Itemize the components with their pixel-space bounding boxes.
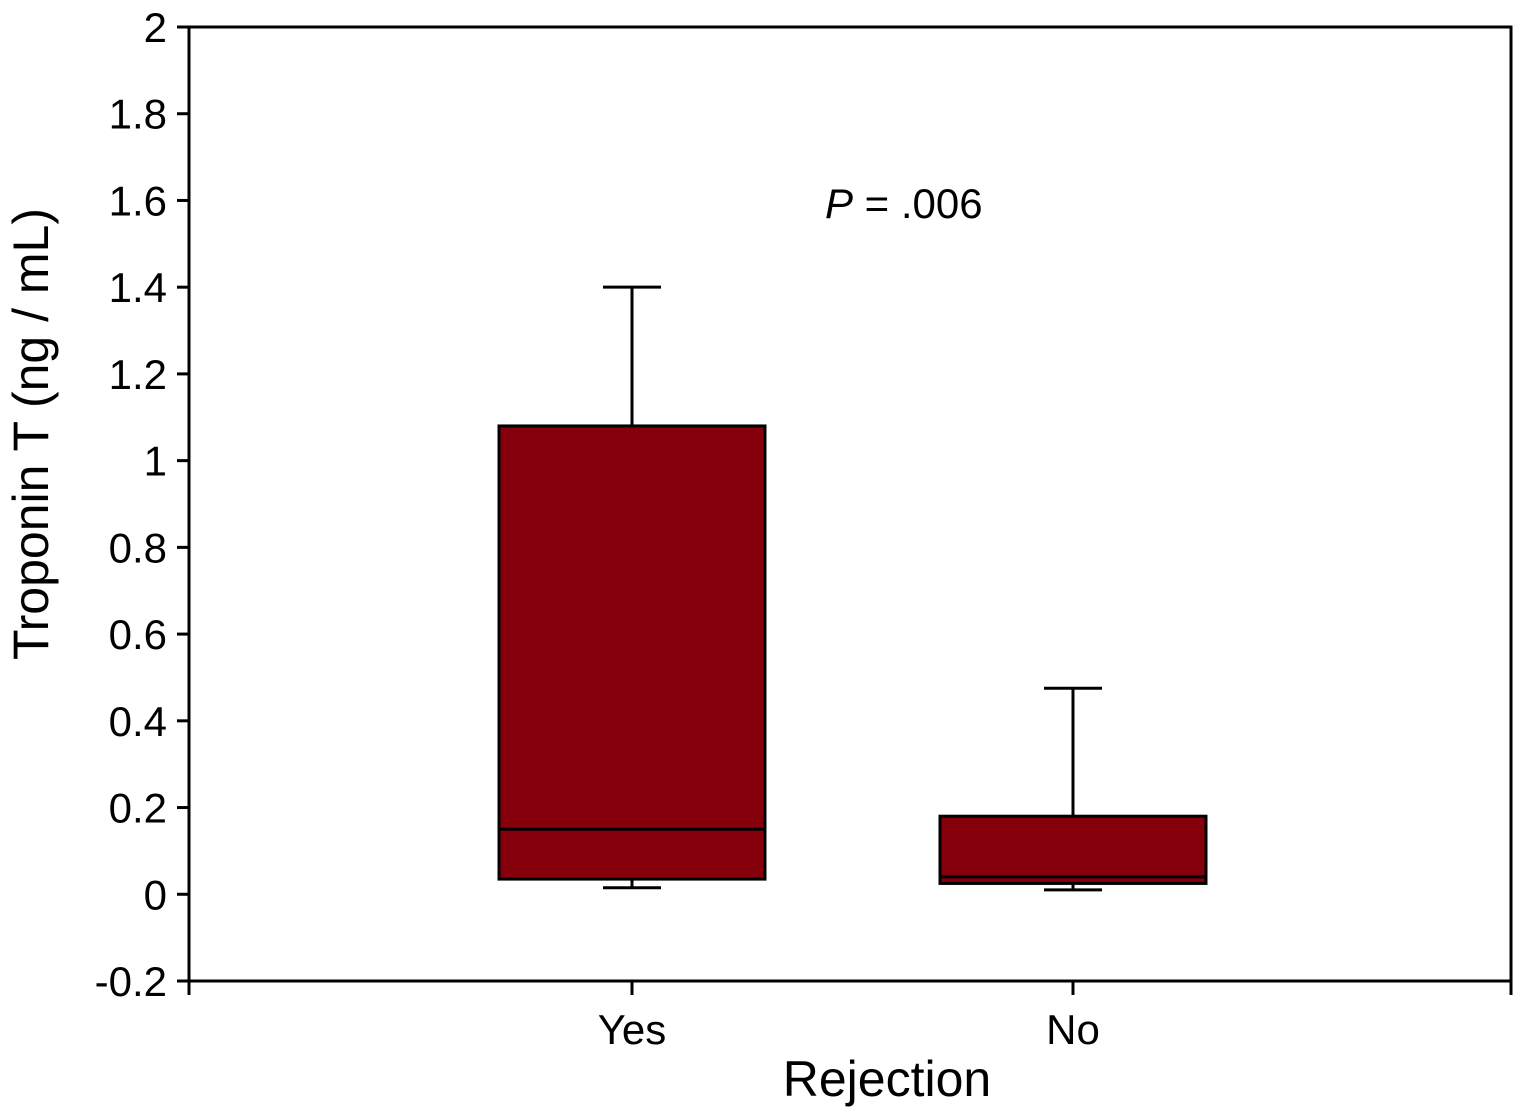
y-tick-label: 1.2 [109, 351, 167, 398]
x-tick-label-no: No [1046, 1006, 1100, 1053]
x-axis-ticks: Yes No [187, 981, 1513, 1053]
boxes [497, 285, 1208, 892]
y-tick-label: 0.6 [109, 611, 167, 658]
y-axis-title: Troponin T (ng / mL) [3, 208, 59, 660]
plot-frame [187, 25, 1513, 983]
box-no [938, 686, 1208, 892]
y-tick-label: 0 [144, 871, 167, 918]
y-tick-label: 0.8 [109, 524, 167, 571]
p-value-italic: P [825, 180, 853, 227]
box-yes [497, 285, 767, 890]
y-tick-label: 2 [144, 4, 167, 51]
y-axis-ticks: -0.2 0 0.2 0.4 0.6 0.8 1 1.2 1.4 1.6 1.8 2 [95, 4, 189, 1005]
x-tick-label-yes: Yes [598, 1006, 667, 1053]
box-iqr [497, 424, 767, 881]
box-iqr [938, 814, 1208, 885]
y-tick-label: 1.4 [109, 264, 167, 311]
y-tick-label: 0.4 [109, 698, 167, 745]
y-tick-label: 0.2 [109, 785, 167, 832]
p-value-text: = .006 [853, 180, 983, 227]
y-tick-label: 1 [144, 438, 167, 485]
x-axis-title: Rejection [783, 1051, 991, 1107]
p-value-annotation: P = .006 [825, 180, 983, 227]
y-tick-label: 1.8 [109, 91, 167, 138]
y-tick-label: -0.2 [95, 958, 167, 1005]
y-tick-label: 1.6 [109, 177, 167, 224]
